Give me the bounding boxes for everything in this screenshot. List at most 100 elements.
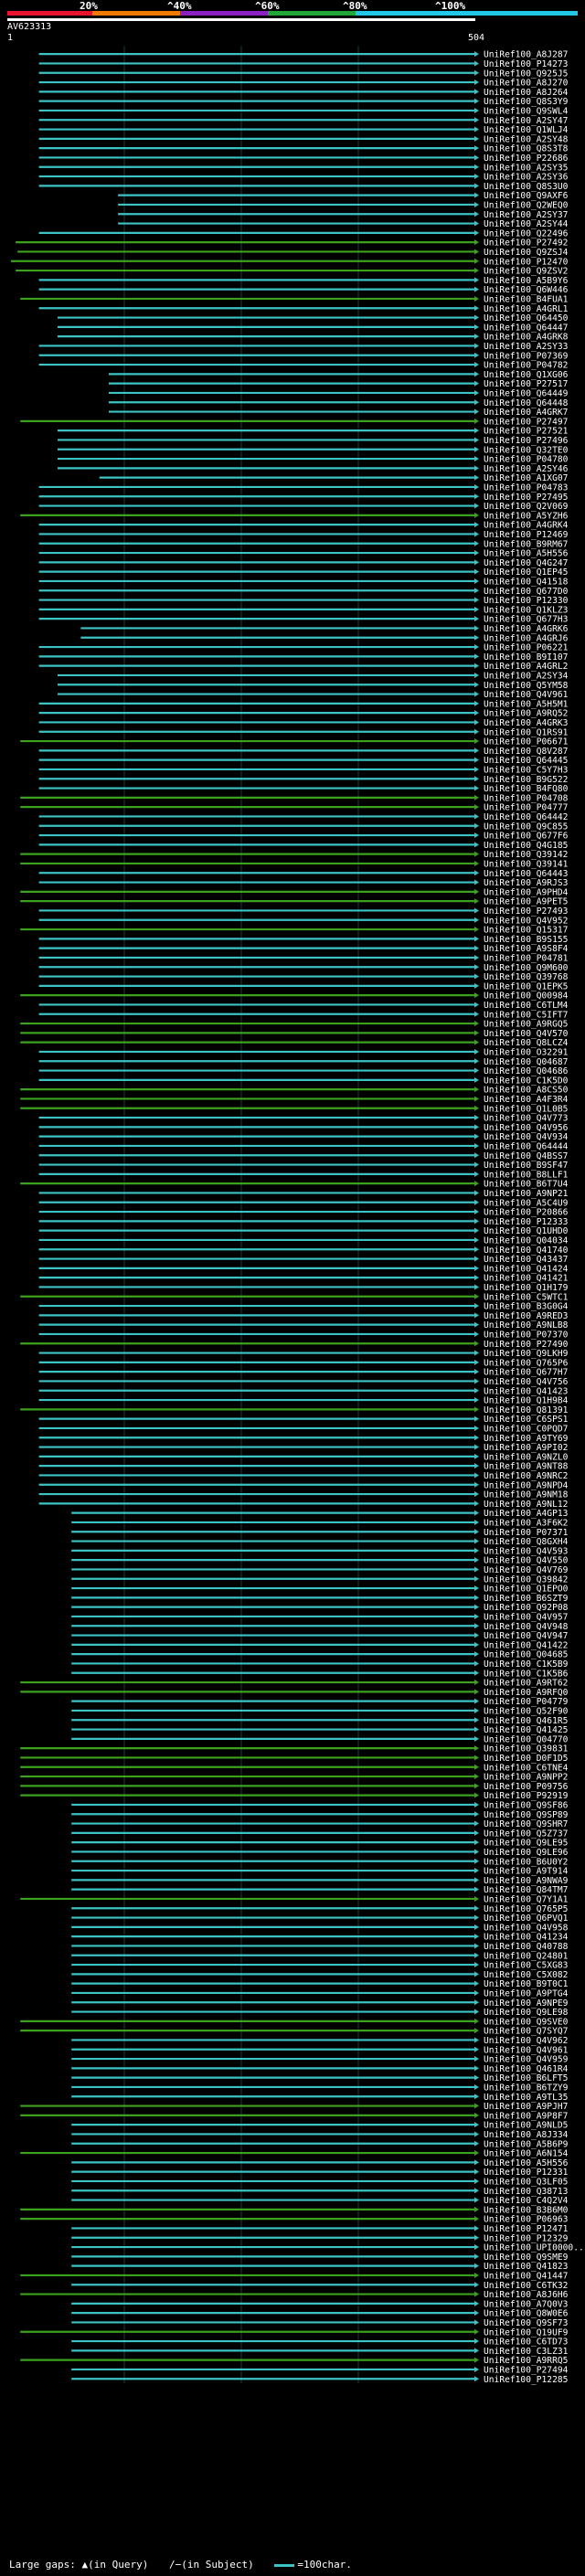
hit-row[interactable]: UniRef100_B6TZY9 <box>71 2083 569 2093</box>
hit-row[interactable]: UniRef100_Q40788 <box>71 1942 569 1952</box>
hit-label[interactable]: UniRef100_A5H556 <box>484 2158 569 2168</box>
hit-row[interactable]: UniRef100_Q4V756 <box>38 1377 569 1387</box>
hit-label[interactable]: UniRef100_A9P8F7 <box>484 2111 569 2121</box>
hit-row[interactable]: UniRef100_P04780 <box>57 455 569 465</box>
hit-row[interactable]: UniRef100_P12333 <box>38 1217 569 1227</box>
hit-label[interactable]: UniRef100_A9TY69 <box>484 1434 569 1444</box>
hit-row[interactable]: UniRef100_A2SY44 <box>118 219 569 229</box>
hit-label[interactable]: UniRef100_Q461R5 <box>484 1716 568 1726</box>
hit-label[interactable]: UniRef100_A2SY36 <box>484 173 569 183</box>
hit-row[interactable]: UniRef100_P27517 <box>108 379 569 389</box>
hit-label[interactable]: UniRef100_C5XG83 <box>484 1961 569 1971</box>
hit-row[interactable]: UniRef100_Q1EPO0 <box>71 1585 569 1595</box>
hit-row[interactable]: UniRef100_Q64444 <box>38 1141 569 1151</box>
hit-label[interactable]: UniRef100_A5B6P9 <box>484 2139 569 2149</box>
hit-row[interactable]: UniRef100_A1XG07 <box>99 473 569 483</box>
hit-label[interactable]: UniRef100_Q24801 <box>484 1951 569 1961</box>
hit-row[interactable]: UniRef100_A9P8F7 <box>20 2111 569 2121</box>
hit-label[interactable]: UniRef100_Q1H9B4 <box>484 1396 569 1406</box>
hit-row[interactable]: UniRef100_A9RRQ5 <box>20 2356 568 2366</box>
hit-row[interactable]: UniRef100_Q4V952 <box>38 916 569 926</box>
hit-label[interactable]: UniRef100_A9RJS3 <box>484 878 569 888</box>
hit-row[interactable]: UniRef100_P27521 <box>57 427 569 437</box>
hit-label[interactable]: UniRef100_A9NL12 <box>484 1500 568 1510</box>
hit-label[interactable]: UniRef100_A4GRK7 <box>484 408 569 418</box>
hit-row[interactable]: UniRef100_A4GRL2 <box>38 662 569 672</box>
hit-label[interactable]: UniRef100_P04781 <box>484 953 569 963</box>
hit-row[interactable]: UniRef100_A2SY47 <box>38 116 569 126</box>
hit-label[interactable]: UniRef100_Q32TE0 <box>484 445 569 455</box>
hit-label[interactable]: UniRef100_Q677F6 <box>484 832 569 842</box>
hit-label[interactable]: UniRef100_Q9ZSJ4 <box>484 248 569 258</box>
hit-row[interactable]: UniRef100_Q9LE95 <box>71 1839 568 1849</box>
hit-row[interactable]: UniRef100_Q39141 <box>20 859 569 869</box>
hit-row[interactable]: UniRef100_P22686 <box>38 154 569 164</box>
hit-row[interactable]: UniRef100_P07369 <box>38 351 569 361</box>
hit-label[interactable]: UniRef100_P06221 <box>484 643 569 653</box>
hit-label[interactable]: UniRef100_A5C4U9 <box>484 1198 569 1208</box>
hit-label[interactable]: UniRef100_Q9ZSV2 <box>484 267 568 277</box>
hit-row[interactable]: UniRef100_A9TL35 <box>71 2093 568 2103</box>
hit-row[interactable]: UniRef100_Q677F6 <box>38 832 569 842</box>
hit-row[interactable]: UniRef100_A2SY34 <box>57 671 569 681</box>
hit-row[interactable]: UniRef100_Q1WLJ4 <box>38 125 569 135</box>
hit-label[interactable]: UniRef100_Q677D0 <box>484 587 569 597</box>
hit-row[interactable]: UniRef100_C5Y7H3 <box>38 765 569 775</box>
hit-label[interactable]: UniRef100_Q1L0B5 <box>484 1104 568 1114</box>
hit-row[interactable]: UniRef100_Q4V550 <box>71 1556 569 1566</box>
hit-label[interactable]: UniRef100_Q6PVQ1 <box>484 1913 569 1924</box>
hit-row[interactable]: UniRef100_Q19UF9 <box>20 2327 569 2337</box>
hit-label[interactable]: UniRef100_Q00984 <box>484 991 569 1002</box>
hit-row[interactable]: UniRef100_Q64450 <box>57 313 569 323</box>
hit-label[interactable]: UniRef100_A6N154 <box>484 2149 569 2159</box>
hit-row[interactable]: UniRef100_Q9AXF6 <box>118 191 569 201</box>
hit-label[interactable]: UniRef100_B9S155 <box>484 935 568 945</box>
hit-label[interactable]: UniRef100_B3B6M0 <box>484 2205 569 2215</box>
hit-label[interactable]: UniRef100_C6TLM4 <box>484 1001 569 1011</box>
hit-row[interactable]: UniRef100_B4FUA1 <box>20 294 569 304</box>
hit-label[interactable]: UniRef100_UPI0000... <box>484 2243 585 2253</box>
hit-label[interactable]: UniRef100_Q4V956 <box>484 1123 569 1133</box>
hit-label[interactable]: UniRef100_Q8LCZ4 <box>484 1038 569 1048</box>
hit-row[interactable]: UniRef100_Q32TE0 <box>57 445 569 455</box>
hit-row[interactable]: UniRef100_A7Q0V3 <box>71 2299 569 2309</box>
hit-label[interactable]: UniRef100_Q4BSS7 <box>484 1151 569 1161</box>
hit-label[interactable]: UniRef100_Q8GXH4 <box>484 1537 569 1547</box>
hit-label[interactable]: UniRef100_A8CS50 <box>484 1086 569 1096</box>
hit-label[interactable]: UniRef100_Q2V069 <box>484 502 569 512</box>
hit-row[interactable]: UniRef100_Q39831 <box>20 1744 569 1754</box>
hit-label[interactable]: UniRef100_A9RQ52 <box>484 709 568 719</box>
hit-row[interactable]: UniRef100_C5X082 <box>71 1970 568 1980</box>
hit-label[interactable]: UniRef100_A7Q0V3 <box>484 2299 569 2309</box>
hit-label[interactable]: UniRef100_Q1EP45 <box>484 567 568 578</box>
hit-label[interactable]: UniRef100_A9NWA9 <box>484 1876 569 1886</box>
hit-row[interactable]: UniRef100_A9NRC2 <box>38 1471 569 1481</box>
hit-label[interactable]: UniRef100_Q64445 <box>484 756 568 766</box>
hit-row[interactable]: UniRef100_Q4V956 <box>38 1123 569 1133</box>
hit-label[interactable]: UniRef100_Q64442 <box>484 812 568 822</box>
hit-label[interactable]: UniRef100_B4FQ80 <box>484 784 569 794</box>
hit-label[interactable]: UniRef100_Q677H7 <box>484 1368 569 1378</box>
hit-label[interactable]: UniRef100_A2SY35 <box>484 163 568 173</box>
hit-label[interactable]: UniRef100_Q1WLJ4 <box>484 125 569 135</box>
hit-label[interactable]: UniRef100_Q9SVE0 <box>484 2017 569 2027</box>
hit-row[interactable]: UniRef100_Q9LKH9 <box>38 1349 569 1359</box>
hit-label[interactable]: UniRef100_C3LZ31 <box>484 2347 569 2357</box>
hit-row[interactable]: UniRef100_B6LFT5 <box>71 2073 568 2083</box>
hit-row[interactable]: UniRef100_Q2V069 <box>38 502 569 512</box>
hit-label[interactable]: UniRef100_B6U0Y2 <box>484 1857 568 1867</box>
hit-row[interactable]: UniRef100_Q41447 <box>20 2271 569 2281</box>
hit-label[interactable]: UniRef100_B9RM67 <box>484 539 569 549</box>
hit-row[interactable]: UniRef100_P27490 <box>20 1340 569 1350</box>
hit-row[interactable]: UniRef100_Q41234 <box>71 1933 569 1943</box>
hit-label[interactable]: UniRef100_Q765P6 <box>484 1358 569 1368</box>
hit-row[interactable]: UniRef100_A4GRK6 <box>80 624 569 634</box>
hit-row[interactable]: UniRef100_Q4V934 <box>38 1132 569 1142</box>
hit-label[interactable]: UniRef100_C6TD73 <box>484 2337 569 2348</box>
hit-row[interactable]: UniRef100_A4GRJ6 <box>80 633 569 643</box>
hit-row[interactable]: UniRef100_Q8V287 <box>38 747 569 757</box>
hit-row[interactable]: UniRef100_A5B9Y6 <box>38 276 569 286</box>
hit-row[interactable]: UniRef100_A8J270 <box>38 79 569 89</box>
hit-label[interactable]: UniRef100_Q39142 <box>484 850 568 860</box>
hit-label[interactable]: UniRef100_P07369 <box>484 351 569 361</box>
